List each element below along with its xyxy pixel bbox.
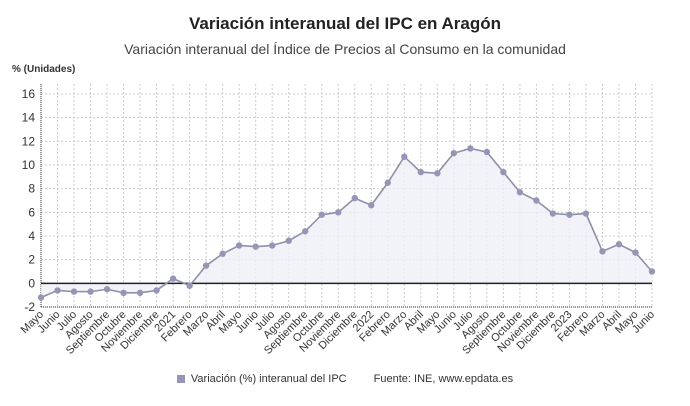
data-point [285, 237, 292, 244]
data-point [450, 149, 458, 157]
data-point [219, 250, 226, 257]
data-point [566, 211, 573, 218]
data-point [467, 145, 474, 152]
y-tick-label: -2 [24, 300, 35, 314]
data-point [384, 179, 391, 186]
y-axis-label: % (Unidades) [12, 64, 76, 75]
y-tick-label: 4 [28, 229, 35, 243]
data-point [533, 197, 540, 204]
data-point [351, 194, 358, 202]
data-point [549, 210, 557, 217]
y-tick-label: 2 [28, 253, 35, 267]
legend-label: Variación (%) interanual del IPC [190, 373, 347, 385]
data-point [434, 170, 441, 177]
data-point [120, 289, 127, 296]
data-point [599, 248, 606, 255]
y-tick-label: 6 [28, 205, 35, 219]
data-point [235, 242, 243, 249]
data-point [401, 153, 408, 160]
data-point [417, 168, 425, 176]
data-point [582, 210, 590, 217]
data-point [153, 287, 160, 294]
data-point [632, 249, 639, 256]
data-point [54, 287, 61, 294]
data-point [368, 202, 375, 209]
y-tick-label: 0 [28, 276, 35, 290]
data-point [268, 242, 276, 249]
data-point [136, 289, 144, 296]
data-point [500, 168, 507, 176]
source-text: Fuente: INE, www.epdata.es [373, 373, 514, 385]
data-point [202, 262, 210, 269]
series-area [41, 148, 652, 298]
data-point [186, 282, 193, 289]
data-point [516, 189, 524, 196]
y-tick-label: 12 [22, 134, 36, 148]
chart-subtitle: Variación interanual del Índice de Preci… [124, 41, 566, 57]
data-point [302, 228, 309, 235]
data-point [103, 286, 111, 293]
legend: Variación (%) interanual del IPC Fuente:… [0, 373, 690, 385]
data-point [70, 288, 78, 295]
data-point [483, 148, 491, 156]
data-point [335, 209, 342, 216]
y-tick-label: 10 [22, 158, 36, 172]
data-point [318, 211, 325, 218]
y-tick-label: 14 [22, 111, 36, 125]
y-tick-label: 8 [28, 182, 35, 196]
data-point [87, 288, 94, 295]
data-point [37, 294, 45, 301]
y-tick-label: 16 [22, 87, 36, 101]
data-point [648, 268, 656, 275]
data-point [169, 275, 177, 282]
chart-title: Variación interanual del IPC en Aragón [188, 14, 502, 33]
data-point [252, 243, 259, 250]
legend-swatch [176, 375, 185, 384]
data-point [615, 241, 623, 248]
